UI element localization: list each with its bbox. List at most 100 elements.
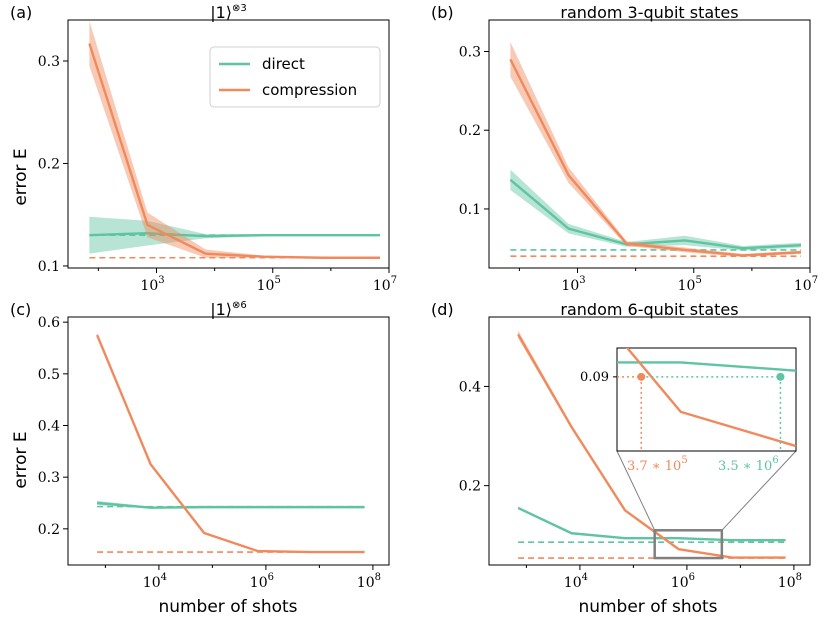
y-tick-label: 0.3: [38, 54, 60, 70]
panel-label: (c): [10, 300, 31, 319]
x-tick-label-base: 10: [794, 278, 812, 294]
y-tick-label: 0.2: [38, 522, 60, 538]
y-tick-label-base: 0.1: [38, 259, 60, 275]
y-tick-label-base: 0.3: [38, 54, 60, 70]
direct-line: [97, 501, 365, 509]
x-tick-label: 104: [143, 572, 167, 591]
x-tick-label-exp: 4: [161, 572, 167, 583]
x-axis-label-right: number of shots: [578, 597, 717, 617]
y-tick-label: 0.4: [38, 419, 60, 435]
compression-line: [88, 43, 380, 259]
y-tick-label-base: 0.6: [38, 315, 60, 331]
y-tick-label: 0.5: [38, 367, 60, 383]
panel-title-base: random 6-qubit states: [560, 300, 738, 319]
panel-title-base: random 3-qubit states: [560, 3, 738, 22]
x-tick-label-exp: 7: [812, 275, 818, 286]
panel-label: (a): [10, 3, 32, 22]
x-tick-label: 104: [564, 572, 588, 591]
legend-box: [209, 46, 381, 108]
y-tick-label-base: 0.3: [38, 470, 60, 486]
panel-label: (b): [431, 3, 454, 22]
inset-compression-label-exp: 5: [681, 455, 687, 466]
compression-line: [517, 333, 786, 559]
axes-frame: [488, 19, 811, 269]
x-tick-label-exp: 7: [391, 275, 397, 286]
axes-frame: [67, 316, 390, 566]
x-tick-label-base: 10: [357, 575, 375, 591]
inset-y-tick-label-base: 0.09: [580, 370, 609, 385]
y-tick-label-base: 0.2: [459, 123, 481, 139]
y-tick-label: 0.2: [38, 156, 60, 172]
y-tick-label: 0.2: [459, 123, 481, 139]
y-tick-label-base: 0.3: [459, 44, 481, 60]
panel-title-base: |1⟩: [210, 300, 232, 319]
panel-title: |1⟩⊗6: [210, 300, 247, 319]
y-tick-label: 0.3: [459, 44, 481, 60]
y-tick-label-base: 0.4: [459, 379, 481, 395]
x-tick-label-base: 10: [778, 575, 796, 591]
y-label-word: error E: [11, 148, 31, 205]
legend-compression-label: compression: [262, 81, 357, 99]
y-tick-label-base: 0.5: [38, 367, 60, 383]
inset-direct-label-exp: 6: [772, 455, 778, 466]
direct-line: [509, 178, 802, 250]
zoom-connector-right: [721, 450, 797, 531]
x-tick-label-exp: 8: [375, 572, 381, 583]
x-tick-label-base: 10: [564, 575, 582, 591]
y-tick-label: 0.1: [38, 259, 60, 275]
legend-direct-label-base: direct: [262, 55, 305, 73]
x-tick-label-exp: 3: [158, 275, 164, 286]
x-tick-label: 108: [778, 572, 802, 591]
panel-title-base: |1⟩: [210, 3, 232, 22]
legend: direct compression: [209, 46, 381, 108]
x-axis-label-left: number of shots: [158, 597, 297, 617]
direct-line: [89, 231, 380, 238]
x-tick-label-base: 10: [140, 278, 158, 294]
x-tick-label-exp: 3: [579, 275, 585, 286]
x-tick-label-base: 10: [250, 575, 268, 591]
y-tick-label: 0.3: [38, 470, 60, 486]
zoom-box: [653, 529, 724, 560]
axes-frame: [488, 316, 811, 566]
zoom-connector-left: [616, 450, 656, 531]
panel-title: random 6-qubit states: [560, 300, 738, 319]
y-tick-label: 0.6: [38, 315, 60, 331]
y-tick-label: 0.4: [459, 379, 481, 395]
x-tick-label-exp: 5: [695, 275, 701, 286]
x-tick-label: 107: [794, 275, 818, 294]
x-tick-label: 106: [250, 572, 274, 591]
compression-line: [509, 58, 802, 257]
axes-frame: [67, 19, 390, 269]
y-label-word-2: error E: [11, 431, 31, 488]
panel-label-base: (a): [10, 3, 32, 22]
compression-band: [510, 42, 801, 257]
compression-band: [97, 332, 365, 553]
panel-label-base: (c): [10, 300, 31, 319]
x-tick-label-exp: 6: [268, 572, 274, 583]
x-tick-label: 106: [671, 572, 695, 591]
x-tick-label-base: 10: [143, 575, 161, 591]
y-tick-label-base: 0.2: [38, 156, 60, 172]
panel-label: (d): [431, 300, 454, 319]
y-tick-label-base: 0.2: [38, 522, 60, 538]
x-tick-label: 105: [257, 275, 281, 294]
inset: 0.09: [580, 347, 797, 452]
x-tick-label-exp: 6: [689, 572, 695, 583]
x-tick-label: 107: [373, 275, 397, 294]
inset-compression-label-base: 3.7 ∗ 10: [627, 459, 681, 474]
inset-direct-label-base: 3.5 ∗ 10: [718, 459, 772, 474]
legend-compression-label-base: compression: [262, 81, 357, 99]
y-tick-label-base: 0.4: [38, 419, 60, 435]
x-tick-label: 105: [678, 275, 702, 294]
inset-direct-label: 3.5 ∗ 106: [718, 455, 779, 474]
inset-compression-label: 3.7 ∗ 105: [627, 455, 688, 474]
panel-title: random 3-qubit states: [560, 3, 738, 22]
x-tick-label-exp: 5: [274, 275, 280, 286]
y-tick-label: 0.2: [459, 479, 481, 495]
x-tick-label-base: 10: [678, 278, 696, 294]
legend-direct-label: direct: [262, 55, 305, 73]
inset-y-tick-label: 0.09: [580, 370, 609, 385]
